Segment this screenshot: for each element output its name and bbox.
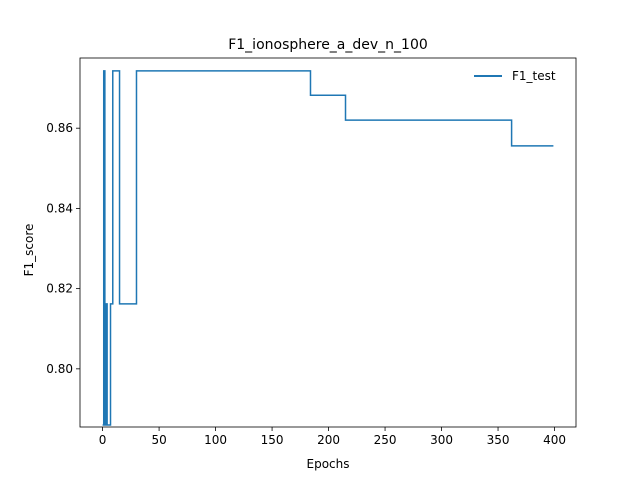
- y-tick-label: 0.80: [46, 362, 73, 376]
- x-tick-label: 50: [151, 433, 166, 447]
- plot-layer: [102, 70, 554, 426]
- x-tick-label: 100: [204, 433, 227, 447]
- x-tick-label: 250: [374, 433, 397, 447]
- series-line-f1-test: [102, 70, 554, 426]
- x-tick-label: 300: [430, 433, 453, 447]
- x-tick-label: 0: [99, 433, 107, 447]
- axes-layer: 0 50 100 150 200 250 300 350 400 0.80 0.82 0.84 0.86: [46, 57, 577, 447]
- y-tick-label: 0.82: [46, 282, 73, 296]
- x-tick-label: 350: [487, 433, 510, 447]
- axes-frame: [79, 57, 577, 428]
- x-tick-label: 200: [317, 433, 340, 447]
- y-tick-label: 0.86: [46, 121, 73, 135]
- y-axis-title: F1_score: [22, 224, 36, 277]
- x-axis-title: Epochs: [307, 457, 350, 471]
- chart-title: F1_ionosphere_a_dev_n_100: [228, 37, 428, 53]
- x-tick-label: 400: [543, 433, 566, 447]
- x-tick-label: 150: [261, 433, 284, 447]
- y-tick-label: 0.84: [46, 201, 73, 215]
- legend: F1_test: [474, 69, 556, 83]
- legend-label-f1-test: F1_test: [512, 69, 556, 83]
